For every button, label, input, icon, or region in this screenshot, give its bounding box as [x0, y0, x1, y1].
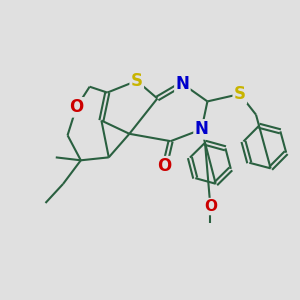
Text: S: S: [131, 72, 143, 90]
Text: O: O: [69, 98, 83, 116]
Text: O: O: [204, 199, 217, 214]
Text: N: N: [195, 120, 208, 138]
Text: O: O: [158, 157, 172, 175]
Text: S: S: [234, 85, 246, 103]
Text: N: N: [176, 75, 189, 93]
